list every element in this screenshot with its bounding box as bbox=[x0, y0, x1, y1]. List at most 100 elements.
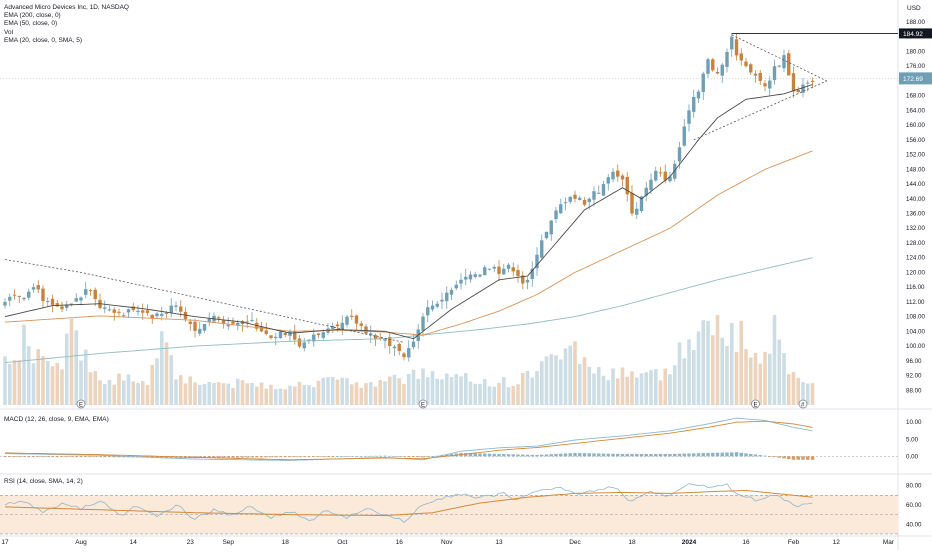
volume-bar bbox=[41, 356, 45, 405]
volume-bar bbox=[302, 384, 307, 405]
rsi-title[interactable]: RSI (14, close, SMA, 14, 2) bbox=[4, 478, 83, 485]
volume-bar bbox=[658, 380, 663, 405]
candle-body bbox=[46, 300, 50, 302]
candle-body bbox=[559, 204, 563, 214]
macd-histogram-bar bbox=[644, 453, 648, 457]
candle-body bbox=[478, 274, 482, 277]
macd-histogram-bar bbox=[435, 455, 439, 457]
macd-histogram-bar bbox=[112, 456, 116, 458]
volume-bar bbox=[383, 381, 387, 405]
volume-bar bbox=[197, 385, 202, 405]
volume-bar bbox=[630, 371, 634, 405]
volume-bar bbox=[112, 384, 117, 405]
overlay-vol[interactable]: Vol bbox=[4, 28, 14, 36]
event-marker-icon-1[interactable] bbox=[418, 399, 428, 409]
candle-body bbox=[245, 321, 249, 323]
macd-histogram-bar bbox=[160, 456, 164, 458]
macd-histogram-bar bbox=[806, 456, 810, 460]
candle-body bbox=[50, 298, 55, 305]
candle-body bbox=[687, 110, 691, 124]
volume-bar bbox=[672, 365, 677, 405]
candle-body bbox=[796, 89, 800, 93]
volume-bar bbox=[492, 386, 497, 405]
trendline-triangle_top[interactable] bbox=[731, 34, 827, 82]
macd-histogram-bar bbox=[768, 456, 772, 457]
macd-histogram-bar bbox=[421, 456, 425, 458]
candle-body bbox=[136, 310, 140, 313]
candle-body bbox=[459, 279, 463, 284]
volume-bar bbox=[758, 363, 763, 405]
rsi-line bbox=[4, 483, 813, 523]
volume-bar bbox=[473, 383, 478, 405]
volume-bar bbox=[463, 373, 468, 405]
volume-bar bbox=[373, 386, 378, 405]
candle-body bbox=[112, 309, 116, 313]
volume-bar bbox=[93, 371, 98, 405]
volume-bar bbox=[273, 389, 278, 405]
trendline-downtrend[interactable] bbox=[4, 259, 405, 343]
event-marker-icon-3[interactable] bbox=[798, 399, 808, 409]
volume-bar bbox=[444, 373, 449, 405]
macd-histogram-bar bbox=[60, 456, 64, 458]
event-marker-icon-0[interactable] bbox=[76, 399, 86, 409]
volume-bar bbox=[364, 383, 368, 405]
overlay-ema20[interactable]: EMA (20, close, 0, SMA, 5) bbox=[4, 36, 83, 44]
macd-histogram-bar bbox=[796, 456, 800, 460]
candle-body bbox=[654, 170, 658, 181]
macd-histogram-bar bbox=[103, 456, 107, 458]
candle-body bbox=[12, 294, 17, 296]
time-tick-label-4: Sep bbox=[222, 539, 234, 546]
volume-bar bbox=[117, 373, 121, 405]
candle-body bbox=[649, 179, 653, 191]
volume-bar bbox=[459, 376, 463, 405]
macd-histogram-bar bbox=[540, 454, 544, 457]
trendline-triangle_bottom[interactable] bbox=[693, 80, 827, 141]
volume-bar bbox=[150, 365, 155, 405]
volume-bar bbox=[335, 379, 340, 405]
macd-histogram-bar bbox=[810, 456, 815, 460]
macd-histogram-bar bbox=[525, 454, 530, 457]
macd-histogram-bar bbox=[255, 456, 259, 458]
macd-histogram-bar bbox=[772, 456, 777, 458]
volume-bar bbox=[316, 380, 321, 405]
overlay-ema200[interactable]: EMA (200, close, 0) bbox=[4, 12, 61, 20]
candle-body bbox=[307, 339, 311, 341]
volume-bar bbox=[36, 349, 41, 405]
macd-histogram-bar bbox=[350, 456, 354, 457]
macd-histogram-bar bbox=[573, 452, 577, 457]
event-marker-icon-2[interactable] bbox=[751, 399, 760, 409]
volume-bar bbox=[240, 380, 245, 405]
symbol-title[interactable]: Advanced Micro Devices Inc, 1D, NASDAQ bbox=[4, 4, 129, 11]
volume-bar bbox=[596, 367, 601, 405]
macd-histogram-bar bbox=[340, 456, 344, 457]
overlay-ema50[interactable]: EMA (50, close, 0) bbox=[4, 20, 58, 28]
macd-histogram-bar bbox=[383, 455, 387, 457]
candle-body bbox=[506, 264, 511, 269]
candle-body bbox=[293, 331, 297, 340]
macd-histogram-bar bbox=[240, 456, 245, 458]
volume-bar bbox=[3, 356, 7, 405]
macd-histogram-bar bbox=[312, 456, 316, 457]
candle-body bbox=[145, 310, 150, 313]
volume-bar bbox=[269, 384, 273, 405]
macd-histogram-bar bbox=[122, 456, 126, 458]
candle-body bbox=[88, 290, 93, 292]
volume-bar bbox=[535, 371, 539, 405]
macd-histogram-bar bbox=[236, 456, 240, 458]
candle-body bbox=[668, 176, 672, 182]
macd-histogram-bar bbox=[364, 455, 368, 457]
volume-bar bbox=[193, 382, 197, 405]
macd-histogram-bar bbox=[601, 453, 606, 457]
macd-histogram-bar bbox=[487, 453, 492, 457]
volume-bar bbox=[88, 372, 93, 405]
price-tick-label-16: 152.00 bbox=[906, 152, 925, 159]
volume-bar bbox=[26, 346, 31, 405]
candle-body bbox=[169, 305, 173, 313]
candle-body bbox=[511, 267, 515, 272]
macd-histogram-bar bbox=[516, 454, 520, 457]
macd-histogram-bar bbox=[373, 455, 378, 457]
macd-title[interactable]: MACD (12, 26, close, 9, EMA, EMA) bbox=[4, 416, 109, 423]
macd-histogram-bar bbox=[84, 456, 88, 458]
